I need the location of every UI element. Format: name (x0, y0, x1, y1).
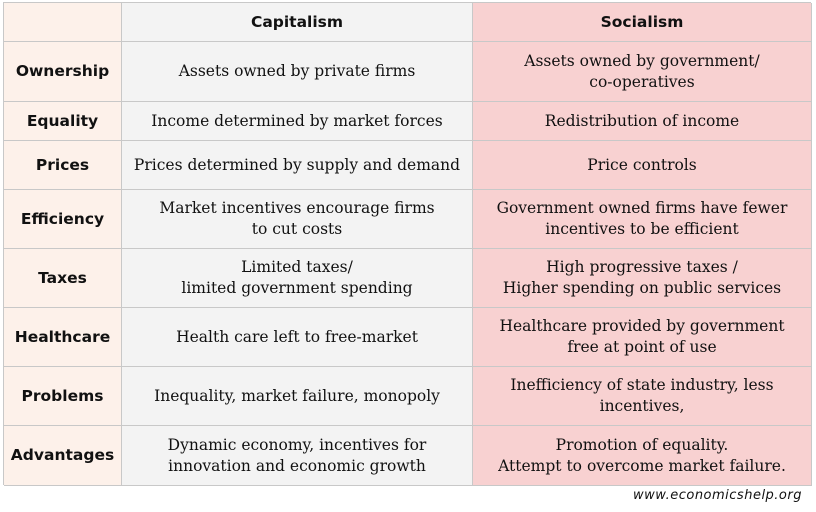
source-credit: www.economicshelp.org (633, 488, 802, 503)
column-header-capitalism: Capitalism (122, 3, 473, 42)
capitalism-prices: Prices determined by supply and demand (122, 141, 473, 190)
comparison-table: Capitalism Socialism Ownership Assets ow… (3, 2, 812, 486)
row-label-efficiency: Efficiency (4, 190, 122, 249)
row-label-advantages: Advantages (4, 426, 122, 486)
row-label-taxes: Taxes (4, 249, 122, 308)
socialism-advantages: Promotion of equality. Attempt to overco… (473, 426, 812, 486)
capitalism-taxes: Limited taxes/ limited government spendi… (122, 249, 473, 308)
socialism-ownership: Assets owned by government/ co-operative… (473, 42, 812, 102)
capitalism-efficiency: Market incentives encourage firms to cut… (122, 190, 473, 249)
row-label-prices: Prices (4, 141, 122, 190)
socialism-equality: Redistribution of income (473, 102, 812, 141)
corner-cell (4, 3, 122, 42)
socialism-taxes: High progressive taxes / Higher spending… (473, 249, 812, 308)
capitalism-advantages: Dynamic economy, incentives for innovati… (122, 426, 473, 486)
capitalism-ownership: Assets owned by private firms (122, 42, 473, 102)
row-label-equality: Equality (4, 102, 122, 141)
row-label-ownership: Ownership (4, 42, 122, 102)
capitalism-equality: Income determined by market forces (122, 102, 473, 141)
socialism-efficiency: Government owned firms have fewer incent… (473, 190, 812, 249)
socialism-healthcare: Healthcare provided by government free a… (473, 308, 812, 367)
capitalism-healthcare: Health care left to free-market (122, 308, 473, 367)
row-label-healthcare: Healthcare (4, 308, 122, 367)
row-label-problems: Problems (4, 367, 122, 426)
capitalism-problems: Inequality, market failure, monopoly (122, 367, 473, 426)
socialism-prices: Price controls (473, 141, 812, 190)
column-header-socialism: Socialism (473, 3, 812, 42)
socialism-problems: Inefficiency of state industry, less inc… (473, 367, 812, 426)
